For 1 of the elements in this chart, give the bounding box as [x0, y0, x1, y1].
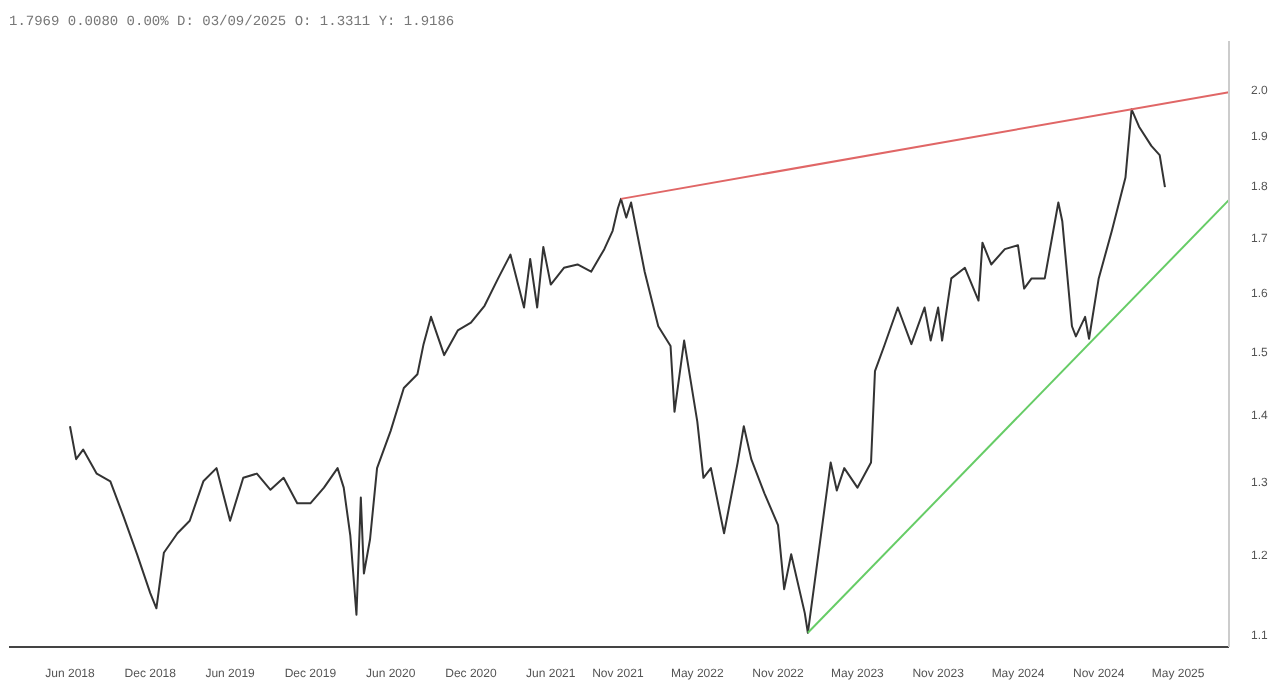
line-series [68, 108, 1166, 634]
